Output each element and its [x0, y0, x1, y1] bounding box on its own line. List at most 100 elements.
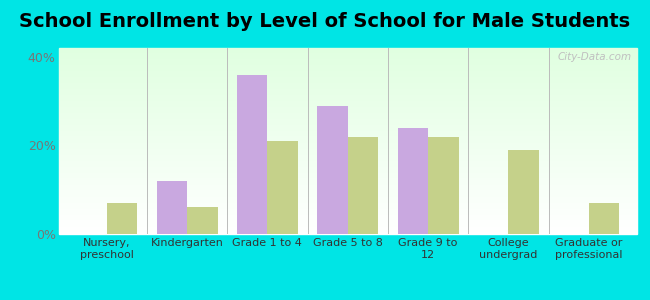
Bar [58, 112, 637, 113]
Bar [58, 78, 637, 79]
Bar [58, 213, 637, 214]
Bar [58, 217, 637, 218]
Bar [58, 116, 637, 117]
Bar [58, 170, 637, 171]
Bar [58, 186, 637, 187]
Bar [58, 214, 637, 215]
Bar [58, 155, 637, 156]
Bar [58, 87, 637, 88]
Bar [58, 100, 637, 101]
Bar [58, 143, 637, 144]
Bar [58, 113, 637, 114]
Bar [58, 59, 637, 60]
Bar [58, 127, 637, 128]
Bar [58, 140, 637, 141]
Bar [58, 194, 637, 195]
Bar [58, 160, 637, 161]
Bar [58, 60, 637, 61]
Bar [58, 196, 637, 197]
Bar [58, 176, 637, 177]
Bar [58, 160, 637, 161]
Bar [58, 205, 637, 206]
Bar [58, 195, 637, 196]
Bar [58, 136, 637, 137]
Bar [58, 137, 637, 138]
Bar [58, 110, 637, 111]
Bar [58, 74, 637, 75]
Bar [58, 132, 637, 133]
Bar [58, 193, 637, 194]
Bar [589, 203, 619, 234]
Bar [58, 97, 637, 98]
Bar [58, 64, 637, 65]
Bar [58, 93, 637, 94]
Bar [267, 141, 298, 234]
Bar [58, 216, 637, 217]
Bar [58, 69, 637, 70]
Bar [58, 131, 637, 132]
Bar [58, 218, 637, 219]
Bar [58, 212, 637, 213]
Bar [58, 225, 637, 226]
Bar [58, 106, 637, 107]
Bar [58, 66, 637, 67]
Bar [58, 85, 637, 86]
Bar [58, 49, 637, 50]
Bar [58, 95, 637, 96]
Bar [58, 48, 637, 49]
Bar [58, 62, 637, 63]
Bar [58, 123, 637, 124]
Bar [58, 215, 637, 216]
Bar [58, 179, 637, 180]
Bar [58, 185, 637, 186]
Bar [58, 71, 637, 72]
Bar [58, 96, 637, 97]
Bar [58, 153, 637, 154]
Bar [237, 75, 267, 234]
Bar [58, 125, 637, 126]
Bar [58, 165, 637, 166]
Bar [58, 122, 637, 123]
Bar [58, 171, 637, 172]
Bar [58, 70, 637, 71]
Bar [58, 86, 637, 87]
Bar [58, 233, 637, 234]
Bar [58, 82, 637, 83]
Bar [58, 63, 637, 64]
Bar [58, 206, 637, 207]
Bar [58, 149, 637, 150]
Bar [58, 232, 637, 233]
Bar [58, 202, 637, 203]
Bar [58, 53, 637, 54]
Bar [157, 181, 187, 234]
Bar [58, 151, 637, 152]
Bar [107, 203, 137, 234]
Bar [58, 117, 637, 118]
Bar [58, 144, 637, 145]
Bar [58, 128, 637, 129]
Bar [58, 67, 637, 68]
Bar [58, 111, 637, 112]
Bar [58, 92, 637, 93]
Bar [58, 73, 637, 74]
Bar [58, 191, 637, 192]
Bar [58, 80, 637, 82]
Bar [58, 54, 637, 55]
Bar [58, 199, 637, 200]
Bar [58, 172, 637, 173]
Bar [58, 180, 637, 181]
Bar [58, 197, 637, 198]
Bar [58, 200, 637, 202]
Bar [58, 138, 637, 139]
Bar [58, 222, 637, 223]
Bar [58, 84, 637, 85]
Bar [58, 108, 637, 110]
Bar [58, 91, 637, 92]
Bar [58, 103, 637, 104]
Bar [58, 114, 637, 115]
Bar [58, 210, 637, 211]
Bar [58, 152, 637, 153]
Bar [58, 169, 637, 170]
Bar [58, 161, 637, 162]
Bar [58, 105, 637, 106]
